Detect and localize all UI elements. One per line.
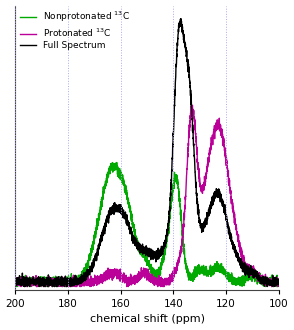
Protonated $^{13}$C <box>124 275 128 279</box>
Full Spectrum <box>0 279 4 283</box>
Line: Protonated $^{13}$C: Protonated $^{13}$C <box>2 105 292 286</box>
Full Spectrum <box>285 279 288 282</box>
Protonated $^{13}$C <box>191 103 194 107</box>
Full Spectrum <box>51 279 54 283</box>
Protonated $^{13}$C <box>112 269 115 273</box>
Line: Nonprotonated $^{13}$C: Nonprotonated $^{13}$C <box>2 162 292 286</box>
Full Spectrum <box>34 281 37 285</box>
Protonated $^{13}$C <box>0 282 4 286</box>
Nonprotonated $^{13}$C <box>51 284 54 288</box>
Full Spectrum <box>290 280 294 284</box>
Full Spectrum <box>8 284 11 288</box>
Nonprotonated $^{13}$C <box>34 277 37 281</box>
Protonated $^{13}$C <box>34 280 37 284</box>
Full Spectrum <box>124 217 128 221</box>
Protonated $^{13}$C <box>51 280 54 284</box>
Full Spectrum <box>253 268 257 272</box>
Full Spectrum <box>179 17 183 21</box>
Protonated $^{13}$C <box>290 278 294 282</box>
Protonated $^{13}$C <box>285 280 288 284</box>
Nonprotonated $^{13}$C <box>2 284 6 288</box>
Protonated $^{13}$C <box>253 268 257 272</box>
Nonprotonated $^{13}$C <box>112 161 115 165</box>
Nonprotonated $^{13}$C <box>290 283 294 287</box>
Legend: Nonprotonated $^{13}$C, Protonated $^{13}$C, Full Spectrum: Nonprotonated $^{13}$C, Protonated $^{13… <box>18 8 132 52</box>
Nonprotonated $^{13}$C <box>253 274 257 278</box>
Nonprotonated $^{13}$C <box>115 160 118 164</box>
X-axis label: chemical shift (ppm): chemical shift (ppm) <box>89 314 205 324</box>
Protonated $^{13}$C <box>19 284 23 288</box>
Line: Full Spectrum: Full Spectrum <box>2 19 292 286</box>
Full Spectrum <box>112 212 115 216</box>
Nonprotonated $^{13}$C <box>285 280 288 284</box>
Nonprotonated $^{13}$C <box>124 186 128 190</box>
Nonprotonated $^{13}$C <box>0 284 4 288</box>
